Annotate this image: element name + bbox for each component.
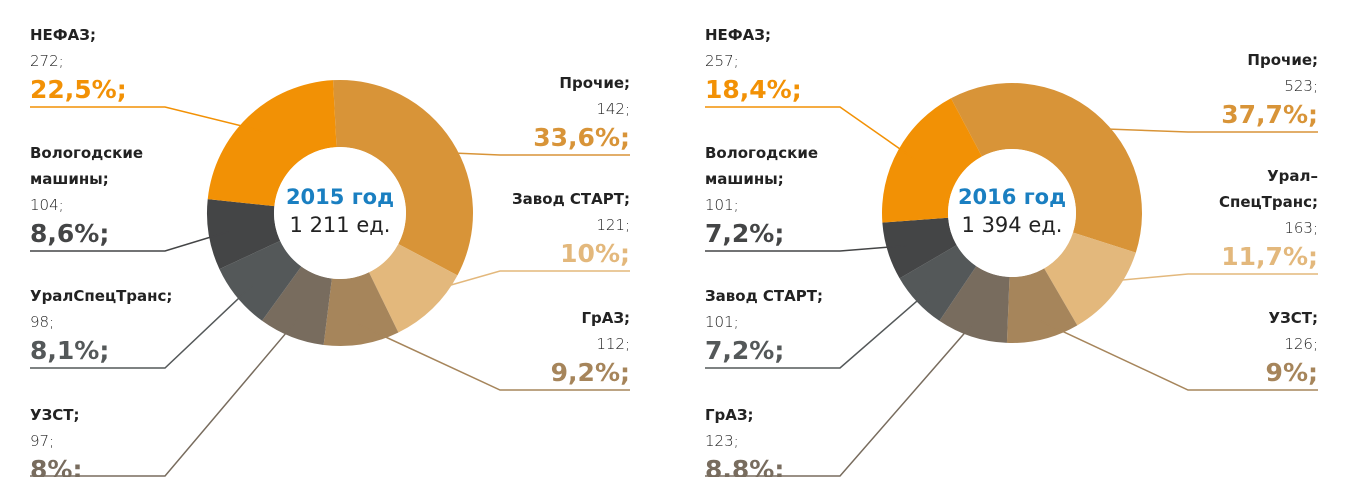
donut-slice <box>899 245 977 321</box>
donut-slice <box>950 83 1142 253</box>
value-label: 18,4%; <box>705 75 802 104</box>
category-label: НЕФАЗ; <box>705 26 771 44</box>
leader-line <box>358 323 630 391</box>
slice-label: Вологодские машины; 104; 8,6%; <box>30 140 190 249</box>
value-label: 7,2%; <box>705 219 785 248</box>
leader-line <box>435 151 630 156</box>
leader-line <box>1082 127 1318 133</box>
count-label: 257; <box>705 52 739 70</box>
leader-line <box>705 244 907 252</box>
donut-slice <box>1006 268 1078 343</box>
donut-slice <box>882 217 957 279</box>
count-label: 101; <box>705 196 739 214</box>
donut-slice <box>882 98 982 223</box>
center-label: 2016 год 1 394 ед. <box>942 183 1082 239</box>
value-label: 7,2%; <box>705 336 785 365</box>
category-label: НЕФАЗ; <box>30 26 96 44</box>
leader-line <box>1038 319 1318 391</box>
leader-line <box>30 230 229 252</box>
leader-line <box>30 317 300 477</box>
center-label: 2015 год 1 211 ед. <box>270 183 410 239</box>
leader-line <box>1098 273 1318 283</box>
value-label: 22,5%; <box>30 75 127 104</box>
value-label: 8%; <box>30 455 83 477</box>
donut-slice <box>368 243 458 333</box>
slice-label: Вологодские машины; 101; 7,2%; <box>705 140 865 249</box>
center-title: 2015 год <box>285 185 395 209</box>
category-label: УралСпецТранс; <box>30 287 173 305</box>
category-label: УЗСТ; <box>1268 309 1318 327</box>
count-label: 104; <box>30 196 64 214</box>
count-label: 126; <box>1284 335 1318 353</box>
donut-slice <box>219 240 302 321</box>
count-label: 523; <box>1284 77 1318 95</box>
donut-slice <box>323 272 399 346</box>
slice-label: НЕФАЗ; 272; 22,5%; <box>30 22 190 105</box>
leader-line <box>418 270 630 295</box>
category-label: Завод СТАРТ; <box>705 287 823 305</box>
donut-hole <box>274 147 406 279</box>
category-label: ГрАЗ; <box>705 406 754 424</box>
center-subtitle: 1 394 ед. <box>961 213 1063 237</box>
slice-label: НЕФАЗ; 257; 18,4%; <box>705 22 865 105</box>
leader-line <box>705 287 932 369</box>
value-label: 37,7%; <box>1221 100 1318 129</box>
slice-label: ГрАЗ; 112; 9,2%; <box>510 305 630 388</box>
leader-line <box>705 317 979 477</box>
value-label: 10%; <box>560 239 630 268</box>
leader-line <box>30 284 254 369</box>
category-label: Вологодские машины; <box>30 144 144 188</box>
center-title: 2016 год <box>957 185 1067 209</box>
donut-hole <box>948 149 1076 277</box>
leader-line <box>705 106 916 161</box>
value-label: 11,7%; <box>1221 242 1318 271</box>
leader-line <box>30 106 263 132</box>
count-label: 163; <box>1284 219 1318 237</box>
slice-label: Прочие; 523; 37,7%; <box>1198 47 1318 130</box>
category-label: Урал–СпецТранс; <box>1218 167 1318 211</box>
value-label: 9,2%; <box>550 358 630 387</box>
count-label: 101; <box>705 313 739 331</box>
value-label: 33,6%; <box>533 123 630 152</box>
count-label: 97; <box>30 432 55 450</box>
category-label: ГрАЗ; <box>581 309 630 327</box>
category-label: УЗСТ; <box>30 406 80 424</box>
slice-label: УЗСТ; 97; 8%; <box>30 402 190 477</box>
slice-label: УЗСТ; 126; 9%; <box>1198 305 1318 388</box>
donut-slice <box>1044 232 1136 326</box>
slice-label: Прочие; 142; 33,6%; <box>510 70 630 153</box>
category-label: Вологодские машины; <box>705 144 819 188</box>
slice-label: Урал–СпецТранс; 163; 11,7%; <box>1200 163 1318 272</box>
slice-label: Завод СТАРТ; 101; 7,2%; <box>705 283 865 366</box>
count-label: 112; <box>596 335 630 353</box>
count-label: 123; <box>705 432 739 450</box>
donut-slice <box>939 266 1010 343</box>
count-label: 142; <box>596 100 630 118</box>
slice-label: ГрАЗ; 123; 8,8%; <box>705 402 865 477</box>
donut-slice <box>207 199 281 270</box>
category-label: Завод СТАРТ; <box>512 190 630 208</box>
slice-label: УралСпецТранс; 98; 8,1%; <box>30 283 200 366</box>
category-label: Прочие; <box>1247 51 1318 69</box>
value-label: 9%; <box>1265 358 1318 387</box>
count-label: 121; <box>596 216 630 234</box>
slice-label: Завод СТАРТ; 121; 10%; <box>500 186 630 269</box>
value-label: 8,6%; <box>30 219 110 248</box>
donut-slice <box>207 80 337 207</box>
count-label: 272; <box>30 52 64 70</box>
center-subtitle: 1 211 ед. <box>289 213 391 237</box>
value-label: 8,1%; <box>30 336 110 365</box>
count-label: 98; <box>30 313 55 331</box>
category-label: Прочие; <box>559 74 630 92</box>
value-label: 8,8%; <box>705 455 785 477</box>
donut-slice <box>262 266 332 345</box>
donut-slice <box>333 80 473 276</box>
